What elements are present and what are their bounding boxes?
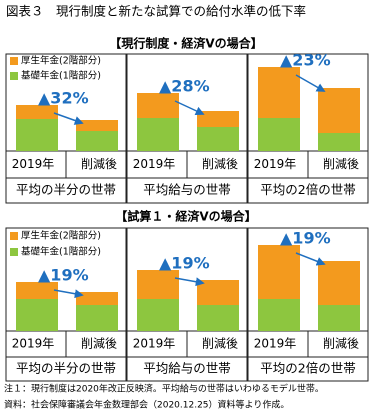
arrow [53, 289, 84, 299]
legend-label: 基礎年金(1階部分) [21, 70, 101, 82]
bar-segment [318, 305, 360, 331]
bar-segment [258, 118, 300, 151]
bar-segment [76, 120, 118, 131]
arrow [53, 112, 84, 125]
group-box [247, 227, 369, 382]
group-label: 平均給与の世帯 [143, 182, 231, 197]
bar-segment [258, 67, 300, 118]
annotation: ▲19% [280, 229, 331, 248]
bar-segment [318, 88, 360, 133]
legend-swatch [10, 57, 18, 65]
bar-segment [258, 299, 300, 331]
bar-segment [137, 93, 179, 118]
legend-swatch [10, 248, 18, 256]
x-tick-label: 2019年 [12, 157, 55, 171]
bar-segment [76, 305, 118, 331]
x-tick-label: 2019年 [133, 337, 176, 351]
group-box [5, 227, 127, 382]
arrow [174, 100, 205, 116]
bar-segment [197, 280, 239, 305]
footnote: 注１：現行制度は2020年改正反映済。平均給与の世帯はいわゆるモデル世帯。 [4, 383, 324, 395]
group-label: 平均の2倍の世帯 [260, 361, 355, 376]
group-box [126, 53, 248, 204]
group-label: 平均の半分の世帯 [16, 182, 116, 197]
annotation: ▲19% [38, 266, 89, 285]
bar-segment [197, 111, 239, 127]
panel-title: 【現行制度・経済Vの場合】 [109, 36, 262, 51]
group-label: 平均の2倍の世帯 [260, 182, 355, 197]
bar-segment [16, 105, 58, 119]
x-tick-label: 2019年 [12, 337, 55, 351]
arrow [174, 277, 205, 287]
footnote: 資料：社会保障審議会年金数理部会（2020.12.25）資料等より作成。 [4, 399, 289, 411]
bar-segment [197, 305, 239, 331]
bar-segment [318, 133, 360, 151]
x-tick-label: 削減後 [81, 156, 117, 171]
x-tick-label: 2019年 [133, 157, 176, 171]
group-box [126, 227, 248, 382]
bar-segment [16, 119, 58, 151]
bar-segment [258, 245, 300, 299]
legend-label: 厚生年金(2階部分) [21, 230, 101, 242]
x-tick-label: 削減後 [202, 336, 238, 351]
bar-segment [76, 131, 118, 151]
legend-label: 基礎年金(1階部分) [21, 246, 101, 258]
legend-label: 厚生年金(2階部分) [21, 55, 101, 67]
group-label: 平均の半分の世帯 [16, 361, 116, 376]
x-tick-label: 削減後 [81, 336, 117, 351]
legend-swatch [10, 72, 18, 80]
bar-segment [76, 292, 118, 305]
group-box [247, 53, 369, 204]
chart-title: 図表３ 現行制度と新たな試算での給付水準の低下率 [6, 4, 306, 19]
panel-title: 【試算１・経済Vの場合】 [115, 209, 256, 224]
annotation: ▲19% [159, 254, 210, 273]
bar-segment [318, 261, 360, 305]
x-tick-label: 削減後 [323, 156, 359, 171]
group-box [5, 53, 127, 204]
bar-segment [137, 270, 179, 299]
bar-segment [16, 299, 58, 331]
annotation: ▲28% [159, 77, 210, 96]
bar-segment [197, 127, 239, 151]
x-tick-label: 2019年 [254, 157, 297, 171]
arrow [295, 74, 326, 92]
legend-swatch [10, 232, 18, 240]
x-tick-label: 削減後 [323, 336, 359, 351]
x-tick-label: 削減後 [202, 156, 238, 171]
bar-segment [137, 299, 179, 331]
annotation: ▲32% [38, 89, 89, 108]
bar-segment [137, 118, 179, 151]
x-tick-label: 2019年 [254, 337, 297, 351]
bar-segment [16, 282, 58, 299]
annotation: ▲23% [280, 51, 331, 70]
arrow [295, 252, 326, 266]
group-label: 平均給与の世帯 [143, 361, 231, 376]
